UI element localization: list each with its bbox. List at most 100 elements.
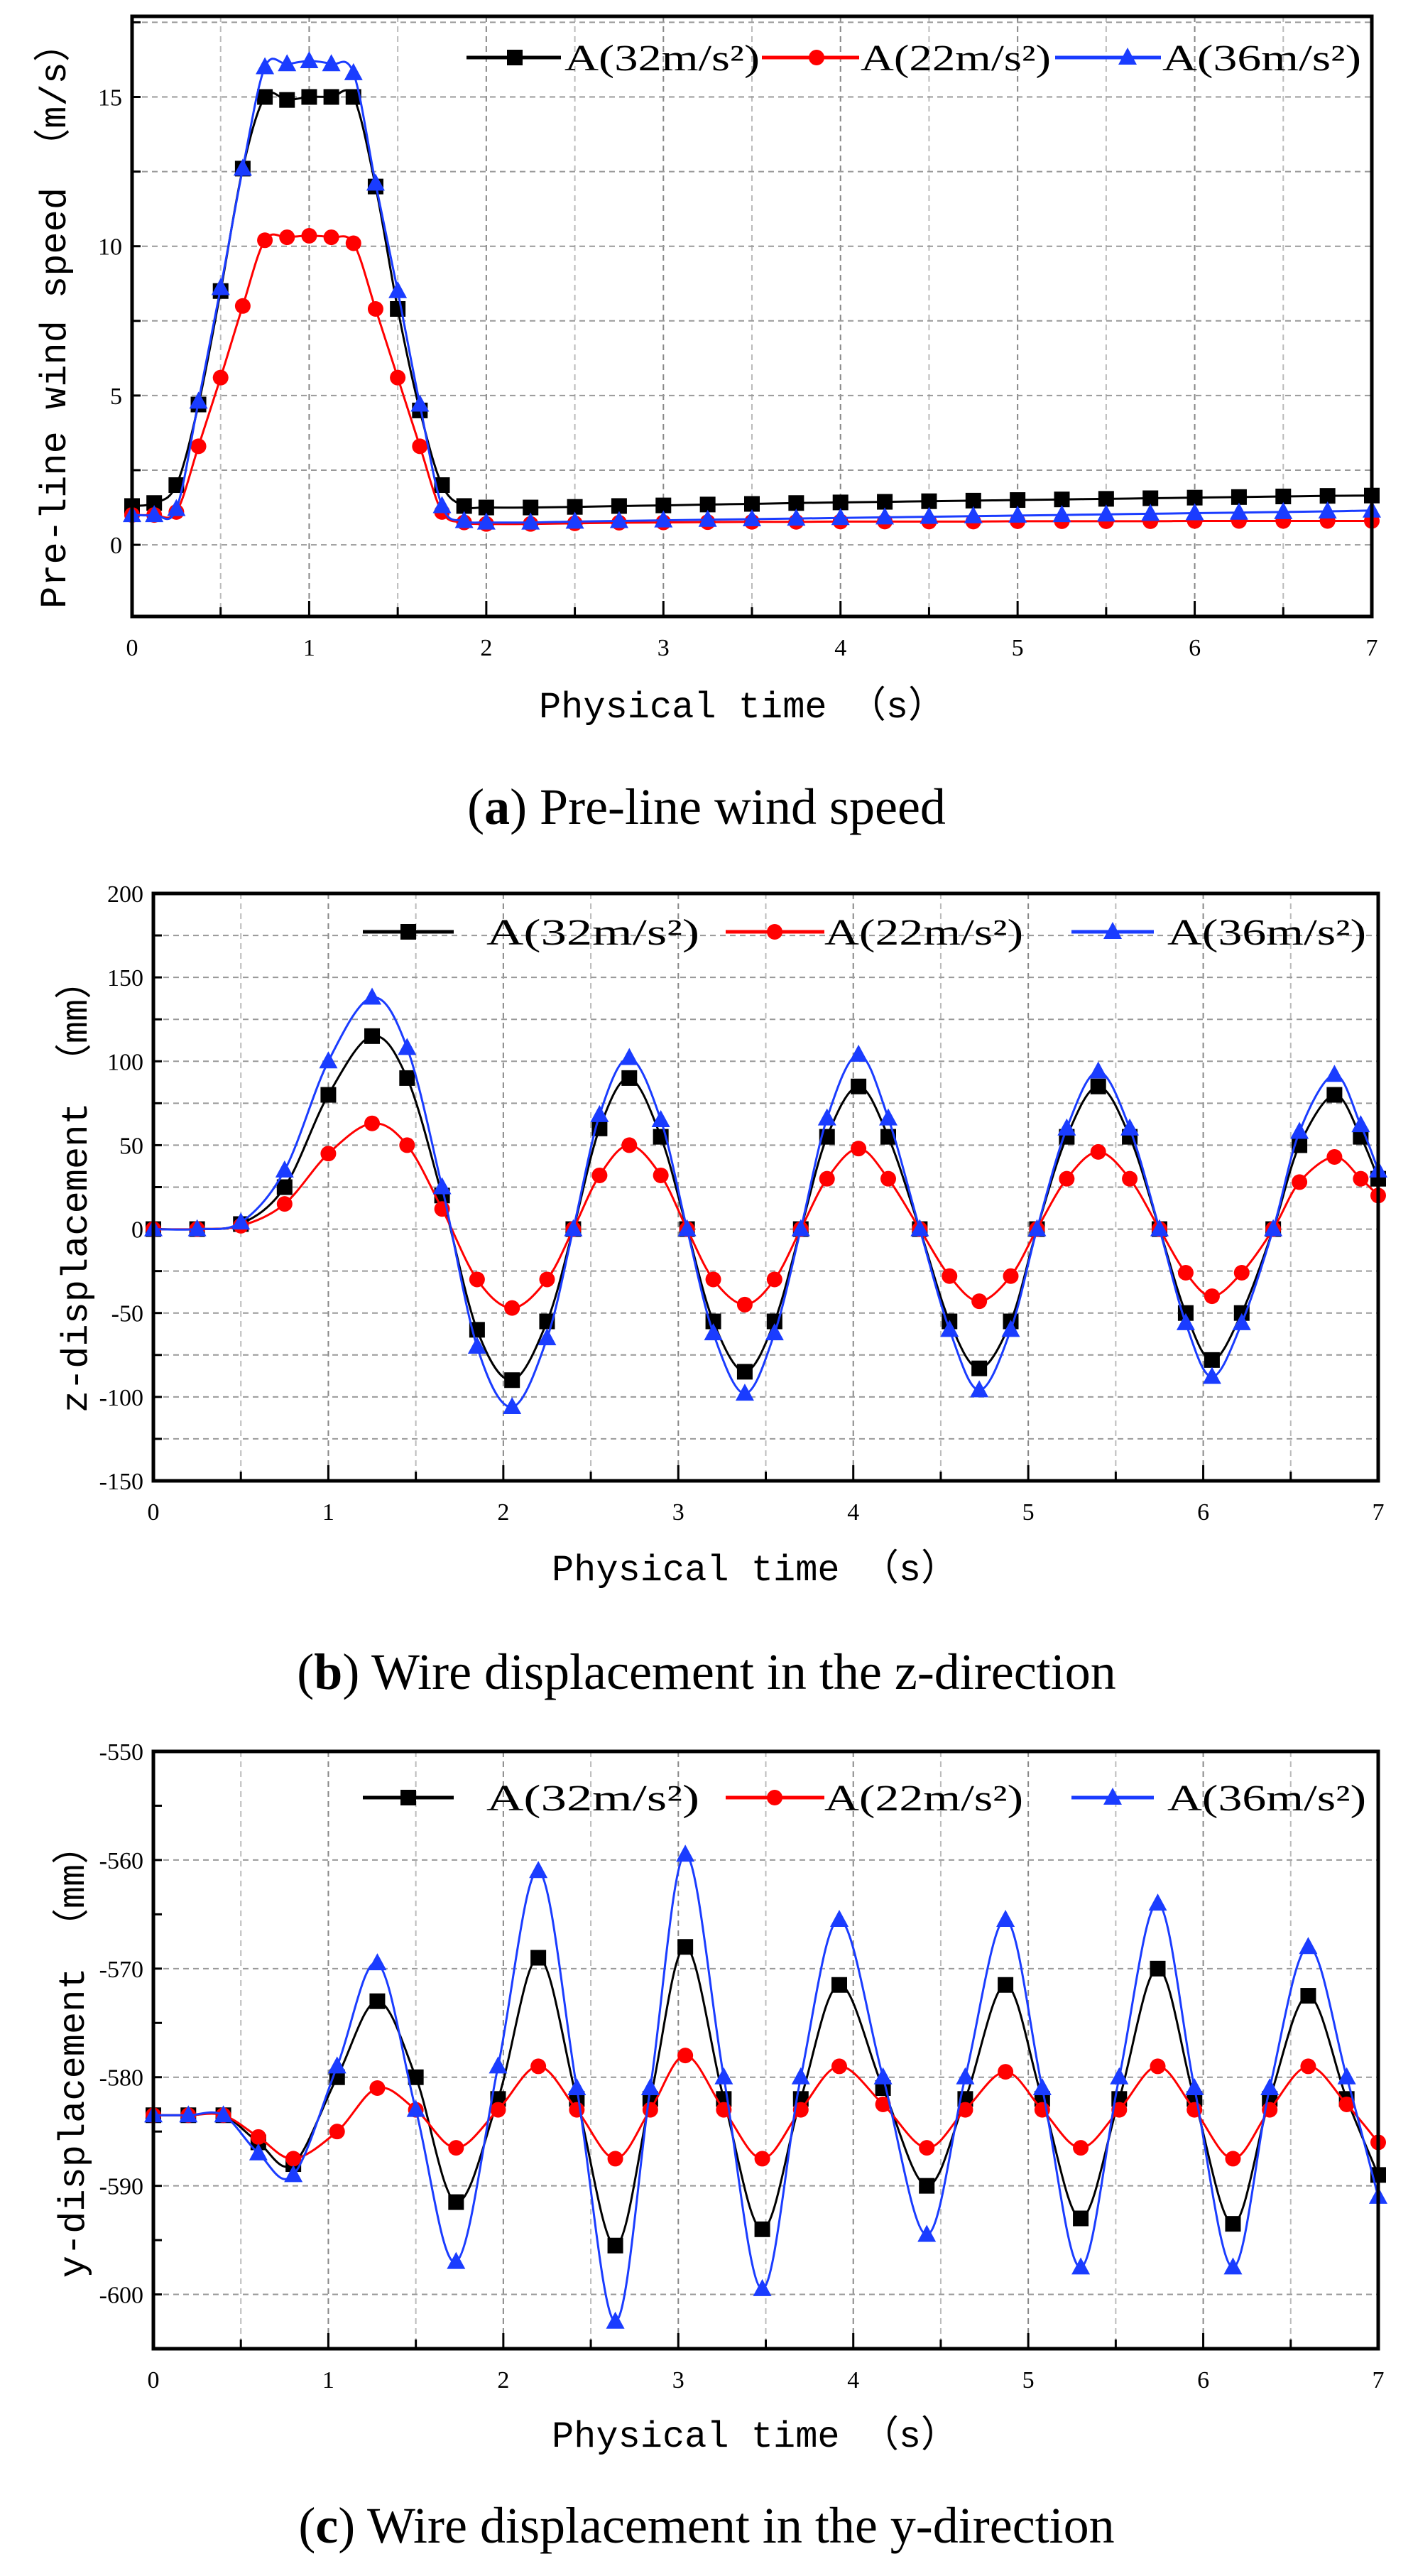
data-point-circle — [1177, 1265, 1194, 1281]
legend-label: A(32m/s²) — [486, 1778, 699, 1819]
chart-c-xlabel: Physical time （s） — [552, 2415, 958, 2458]
data-point-circle — [390, 369, 406, 386]
data-point-triangle — [249, 2143, 268, 2161]
x-tick-label: 1 — [322, 1499, 334, 1526]
y-tick-label: 100 — [107, 1049, 143, 1075]
data-point-square — [1319, 488, 1336, 504]
data-point-circle — [490, 2102, 506, 2118]
legend-label: A(22m/s²) — [824, 913, 1023, 953]
data-point-circle — [364, 1115, 381, 1131]
legend-label: A(32m/s²) — [486, 913, 699, 953]
y-tick-label: 200 — [107, 881, 143, 908]
data-point-triangle — [1264, 1219, 1283, 1237]
data-point-square — [607, 2237, 623, 2254]
y-tick-label: 10 — [98, 234, 122, 261]
data-point-circle — [250, 2129, 266, 2145]
data-point-square — [490, 2091, 506, 2107]
data-point-triangle — [1351, 1115, 1370, 1133]
data-point-circle — [1353, 1170, 1369, 1187]
data-point-triangle — [189, 391, 208, 409]
data-point-circle — [530, 2058, 547, 2075]
data-point-circle — [329, 2124, 345, 2140]
data-point-circle — [957, 2102, 973, 2118]
data-point-square — [677, 1939, 694, 1955]
data-point-square — [621, 1070, 638, 1086]
x-tick-label: 2 — [497, 1499, 509, 1526]
data-point-triangle — [1110, 2067, 1129, 2085]
data-point-circle — [1300, 2058, 1316, 2075]
x-tick-label: 5 — [1022, 1499, 1035, 1526]
data-point-circle — [1059, 1170, 1075, 1187]
data-point-triangle — [368, 1953, 387, 1971]
data-point-square — [831, 1977, 847, 1993]
y-tick-label: -560 — [99, 1848, 143, 1874]
data-point-square — [1225, 2216, 1241, 2232]
plot-frame — [151, 891, 1380, 1483]
x-tick-label: 3 — [672, 2367, 684, 2393]
data-point-triangle — [1202, 1366, 1221, 1384]
data-point-triangle — [676, 1844, 695, 1862]
data-point-square — [504, 1372, 520, 1388]
y-tick-label: -100 — [99, 1385, 143, 1411]
legend-marker-square — [507, 50, 523, 65]
data-point-triangle — [300, 51, 319, 69]
legend-label: A(36m/s²) — [1167, 913, 1366, 953]
data-point-triangle — [1299, 1937, 1318, 1955]
data-point-triangle — [1089, 1061, 1108, 1079]
data-point-triangle — [590, 1104, 609, 1122]
data-point-triangle — [1141, 504, 1160, 521]
data-point-square — [921, 493, 937, 509]
legend-label: A(36m/s²) — [1162, 38, 1361, 79]
data-point-triangle — [319, 1051, 338, 1069]
legend-entry: A(32m/s²) — [363, 1778, 699, 1819]
legend-label: A(36m/s²) — [1167, 1778, 1366, 1819]
data-point-circle — [754, 2151, 770, 2167]
data-point-triangle — [454, 511, 474, 528]
data-point-triangle — [410, 394, 430, 412]
legend-entry: A(22m/s²) — [726, 1778, 1023, 1819]
data-point-triangle — [214, 2105, 233, 2123]
data-point-triangle — [704, 1323, 723, 1341]
data-point-square — [345, 89, 361, 105]
data-point-square — [744, 496, 760, 512]
chart-c-y-displacement: 0 1 2 3 4 5 6 7 -600 -590 -580 -570 -560 -550 A(32m/s²… — [99, 1739, 1387, 2393]
data-point-square — [478, 499, 494, 516]
data-point-circle — [301, 227, 317, 244]
data-point-square — [279, 92, 295, 108]
legend-marker-triangle — [1118, 48, 1137, 65]
y-tick-label: -600 — [99, 2283, 143, 2309]
series-square-0 — [124, 89, 1380, 516]
y-tick-label: -590 — [99, 2174, 143, 2200]
data-point-circle — [320, 1146, 337, 1162]
data-point-square — [523, 499, 539, 516]
data-point-triangle — [1071, 2257, 1091, 2275]
data-point-square — [832, 494, 849, 511]
data-point-triangle — [432, 1177, 452, 1195]
data-point-triangle — [875, 507, 895, 525]
data-point-triangle — [284, 2165, 303, 2183]
data-point-circle — [448, 2140, 464, 2156]
data-point-square — [369, 1993, 386, 2009]
data-point-triangle — [830, 1910, 849, 1928]
legend-entry: A(32m/s²) — [363, 913, 699, 953]
data-point-triangle — [388, 281, 408, 298]
data-point-circle — [705, 1271, 721, 1288]
data-point-square — [146, 495, 163, 511]
data-point-square — [1090, 1078, 1106, 1094]
chart-b-z-displacement: 0 1 2 3 4 5 6 7 -150 -100 -50 0 50 100 150 200 A(32m/s²)… — [99, 881, 1387, 1526]
x-tick-label: 1 — [303, 635, 315, 661]
chart-b-xlabel: Physical time （s） — [552, 1548, 958, 1592]
series-triangle-2 — [144, 1844, 1387, 2329]
data-point-circle — [504, 1300, 520, 1316]
data-point-triangle — [620, 1048, 639, 1065]
data-point-triangle — [698, 509, 717, 527]
data-point-triangle — [753, 2278, 772, 2296]
data-point-triangle — [970, 1380, 989, 1398]
legend-marker-circle — [767, 924, 782, 940]
chart-a-wind-speed: 0 1 2 3 4 5 6 7 0 5 10 15 A(32m/s²) A(22m/s²) A(36m/s²… — [98, 14, 1381, 661]
x-tick-label: 3 — [658, 635, 670, 661]
legend-entry: A(32m/s²) — [467, 38, 760, 79]
chart-a-caption: (a) Pre-line wind speed — [467, 778, 946, 835]
data-point-circle — [323, 229, 339, 246]
data-point-circle — [1003, 1268, 1019, 1284]
